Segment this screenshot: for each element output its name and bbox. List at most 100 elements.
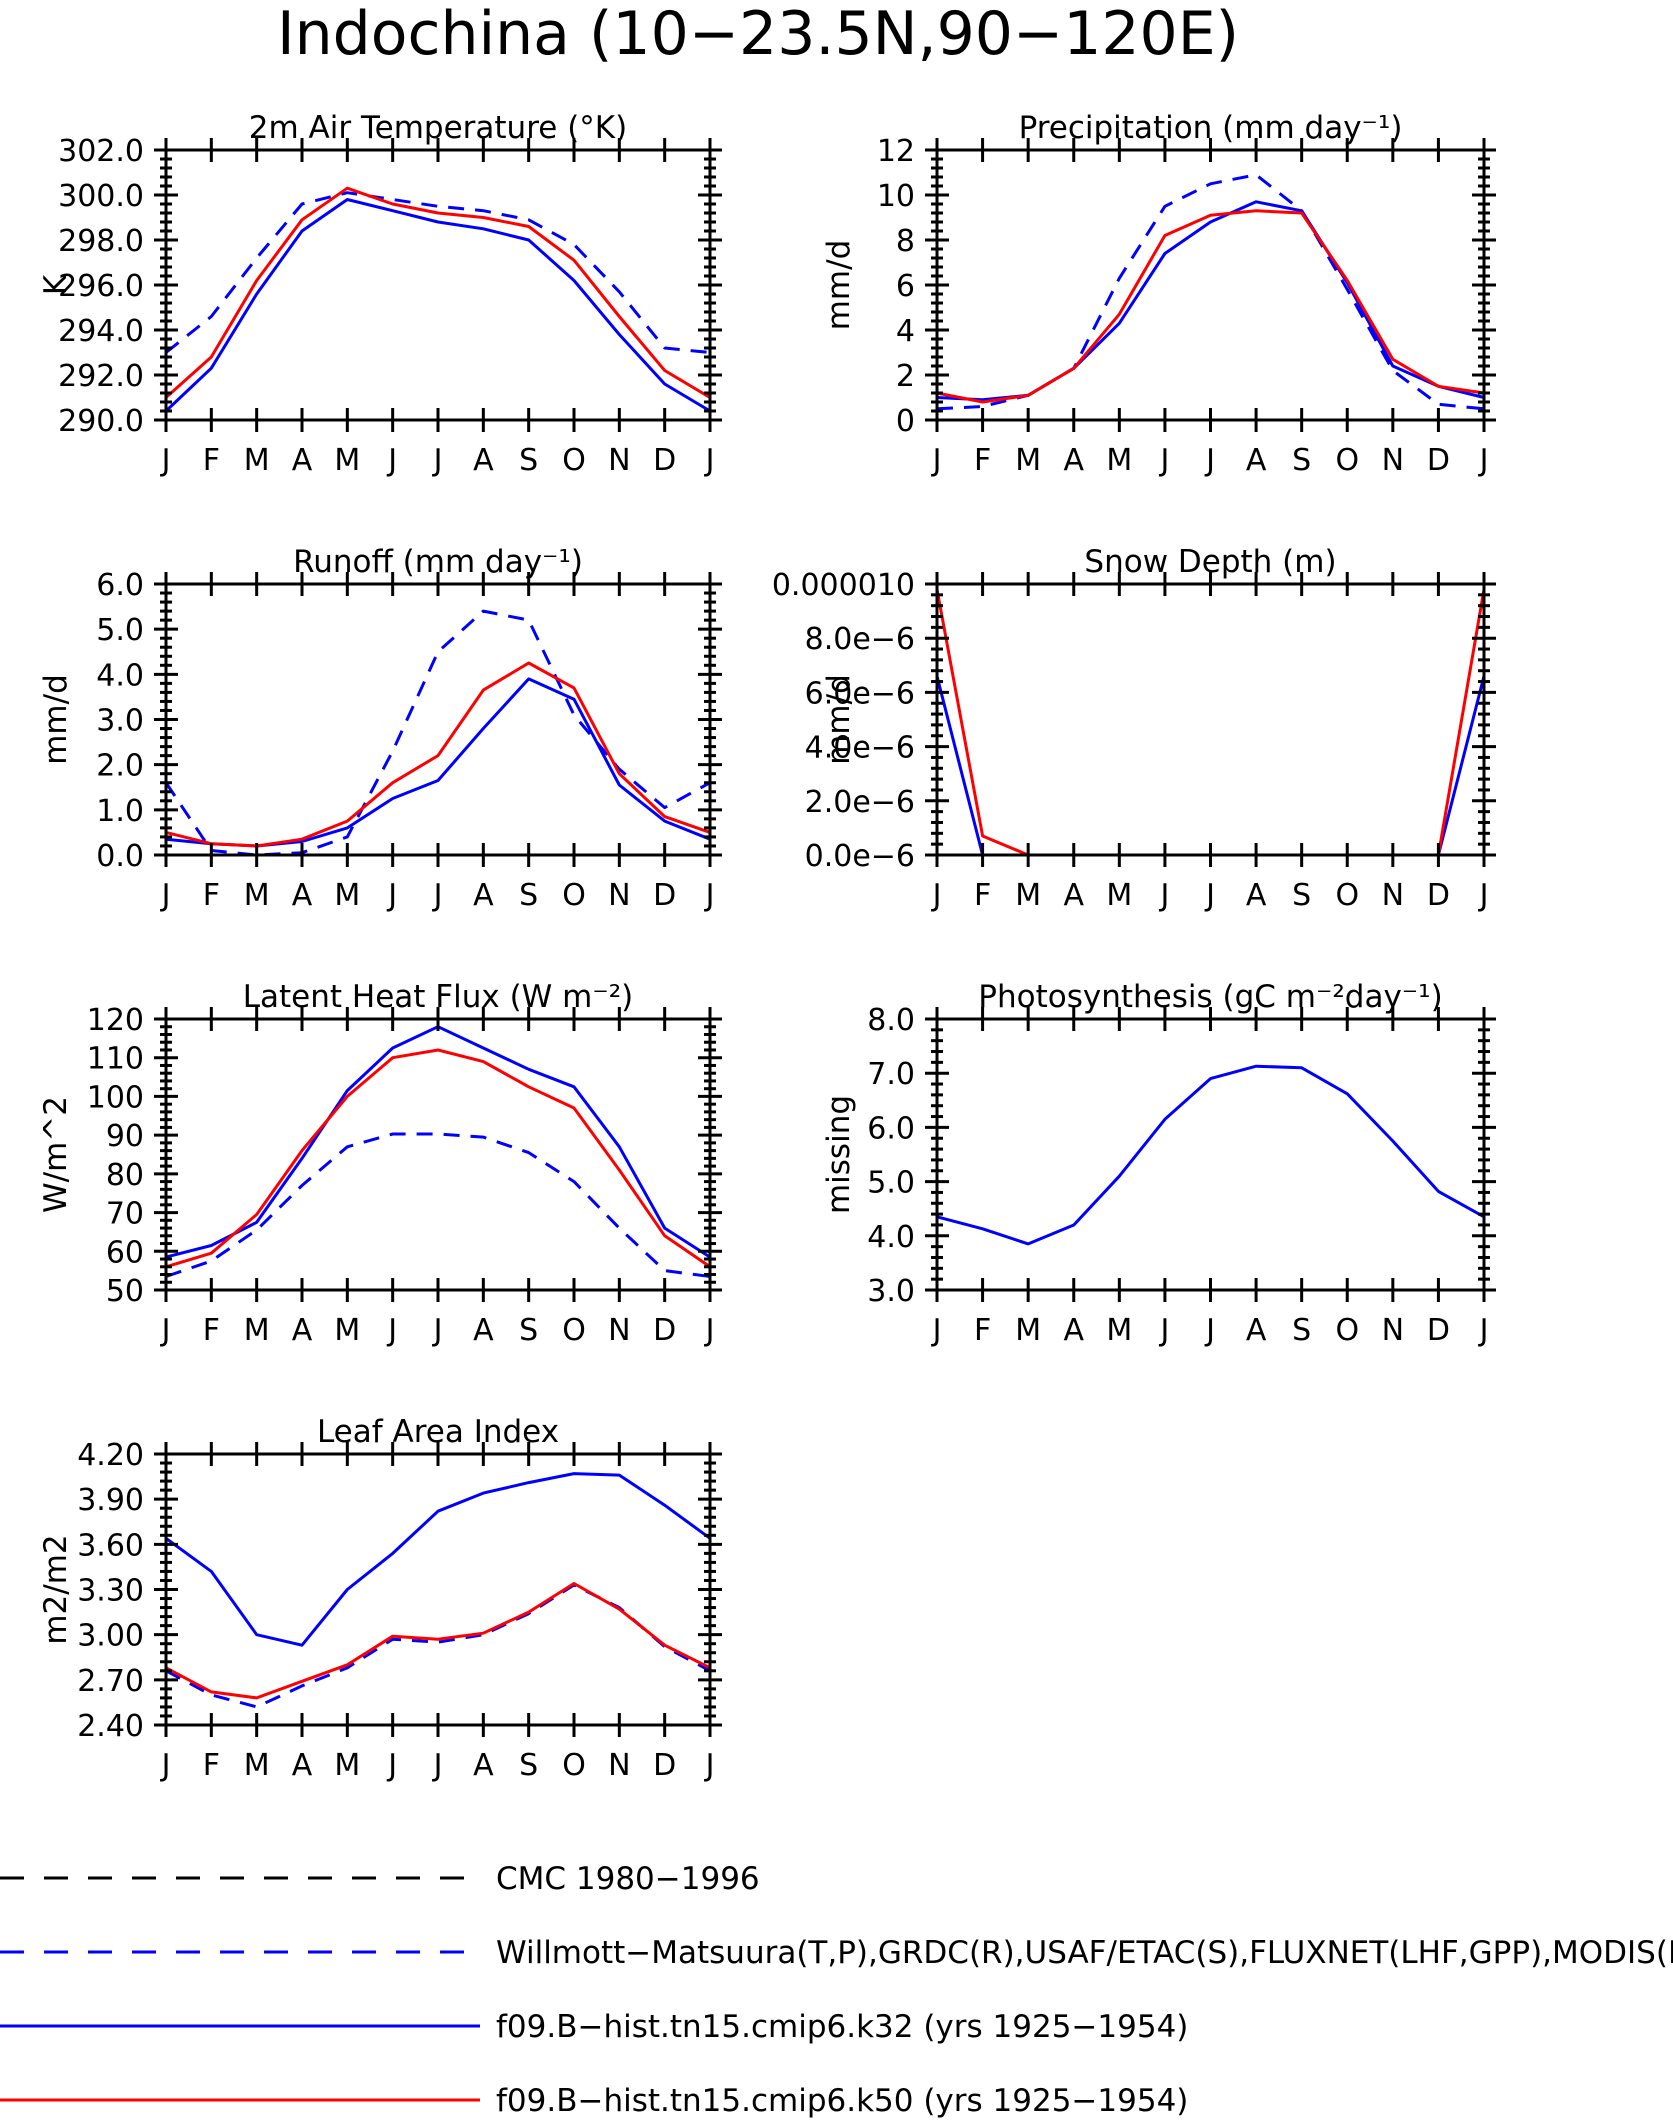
x-tick-label: A — [473, 1313, 494, 1348]
series-group — [165, 1472, 711, 1709]
panel-title: Runoff (mm day⁻¹) — [293, 544, 583, 580]
y-tick-labels: 0.0 1.0 2.0 3.0 4.0 5.0 6.0 — [96, 568, 144, 874]
y-tick-label: 12 — [877, 134, 915, 169]
series-line-k32 — [935, 675, 1486, 857]
x-tick-label: M — [334, 1313, 360, 1348]
x-tick-label: A — [292, 878, 313, 913]
x-tick-label: J — [704, 878, 715, 913]
x-tick-label: M — [334, 1748, 360, 1783]
x-tick-label: F — [203, 1748, 220, 1783]
panel-3: 0.01.02.03.04.05.06.0J F M A M J J A S O N D JRunoff… — [38, 544, 722, 913]
series-group — [936, 1064, 1485, 1246]
x-tick-label: O — [562, 1313, 586, 1348]
y-tick-label: 2.0e−6 — [805, 785, 915, 820]
series-line-k50 — [165, 1048, 711, 1269]
y-tick-label: 3.0 — [96, 704, 144, 739]
y-tick-label: 8 — [896, 224, 915, 259]
series-line-obs — [165, 1132, 711, 1278]
y-tick-label: 4.0e−6 — [805, 731, 915, 766]
series-group — [164, 186, 711, 413]
series-line-k32 — [165, 1472, 711, 1647]
y-tick-label: 0 — [896, 404, 915, 439]
y-ticks — [925, 582, 1496, 857]
x-tick-label: F — [203, 1313, 220, 1348]
y-tick-label: 8.0 — [867, 1003, 915, 1038]
y-tick-labels: 0.0e−6 2.0e−6 4.0e−6 6.0e−6 8.0e−6 0.000010 — [772, 568, 915, 874]
series-group — [165, 1025, 711, 1278]
x-tick-label: M — [1015, 878, 1041, 913]
series-line-k50 — [935, 589, 1486, 857]
y-ticks — [154, 1452, 722, 1727]
x-tick-label: N — [608, 878, 630, 913]
legend-label-obs: Willmott−Matsuura(T,P),GRDC(R),USAF/ETAC… — [496, 1935, 1673, 1971]
x-tick-label: D — [653, 443, 676, 478]
panel-title: Snow Depth (m) — [1084, 544, 1336, 580]
y-ticks — [154, 1017, 722, 1292]
x-tick-label: M — [244, 878, 270, 913]
y-tick-label: 5.0 — [96, 613, 144, 648]
x-tick-label: M — [334, 443, 360, 478]
y-tick-label: 290.0 — [58, 404, 144, 439]
y-tick-label: 298.0 — [58, 224, 144, 259]
x-tick-label: M — [1106, 443, 1132, 478]
x-tick-label: A — [1063, 443, 1084, 478]
x-tick-label: D — [653, 1748, 676, 1783]
y-axis-label: mm/d — [38, 674, 74, 765]
legend-label-cmc: CMC 1980−1996 — [496, 1861, 760, 1897]
x-tick-label: A — [1246, 878, 1267, 913]
panel-title: Precipitation (mm day⁻¹) — [1019, 110, 1403, 146]
x-tick-label: J — [931, 1313, 942, 1348]
x-tick-label: J — [386, 1748, 397, 1783]
legend-label-k50: f09.B−hist.tn15.cmip6.k50 (yrs 1925−1954… — [496, 2083, 1188, 2119]
y-tick-label: 292.0 — [58, 359, 144, 394]
x-tick-label: M — [1015, 1313, 1041, 1348]
x-tick-label: J — [432, 1748, 443, 1783]
x-tick-label: O — [562, 1748, 586, 1783]
x-tick-label: D — [1427, 443, 1450, 478]
x-tick-label: F — [974, 443, 991, 478]
x-ticks — [164, 1007, 712, 1302]
x-tick-label: J — [704, 1748, 715, 1783]
x-tick-label: N — [608, 443, 630, 478]
series-line-k50 — [165, 661, 711, 848]
legend: CMC 1980−1996 Willmott−Matsuura(T,P),GRDC… — [0, 1861, 1673, 2119]
x-tick-label: O — [562, 878, 586, 913]
x-tick-label: D — [1427, 878, 1450, 913]
x-tick-label: J — [1478, 443, 1489, 478]
x-tick-label: S — [519, 1313, 538, 1348]
panel-title: Leaf Area Index — [317, 1414, 559, 1450]
y-tick-label: 7.0 — [867, 1057, 915, 1092]
y-tick-label: 10 — [877, 179, 915, 214]
y-tick-labels: 3.0 4.0 5.0 6.0 7.0 8.0 — [867, 1003, 915, 1309]
x-tick-label: J — [160, 1748, 171, 1783]
y-axis-label: W/m^2 — [38, 1096, 74, 1213]
x-tick-label: J — [160, 443, 171, 478]
y-axis-label: mm/d — [821, 240, 857, 331]
series-line-k50 — [936, 209, 1485, 404]
x-tick-label: S — [519, 878, 538, 913]
plot-frame — [164, 1017, 712, 1292]
legend-item-k32: f09.B−hist.tn15.cmip6.k32 (yrs 1925−1954… — [0, 2009, 1188, 2045]
x-tick-label: A — [1246, 443, 1267, 478]
y-tick-label: 60 — [106, 1235, 144, 1270]
legend-item-k50: f09.B−hist.tn15.cmip6.k50 (yrs 1925−1954… — [0, 2083, 1188, 2119]
x-tick-label: J — [1478, 1313, 1489, 1348]
y-tick-label: 6 — [896, 269, 915, 304]
y-axis-label: K — [38, 274, 74, 295]
y-tick-label: 4.0 — [867, 1220, 915, 1255]
x-tick-label: J — [1204, 443, 1215, 478]
legend-item-cmc: CMC 1980−1996 — [0, 1861, 760, 1897]
x-ticks — [935, 572, 1486, 867]
y-tick-label: 4 — [896, 314, 915, 349]
series-line-k50 — [165, 1582, 711, 1700]
y-tick-label: 70 — [106, 1197, 144, 1232]
y-tick-label: 120 — [87, 1003, 144, 1038]
x-ticks — [164, 572, 712, 867]
